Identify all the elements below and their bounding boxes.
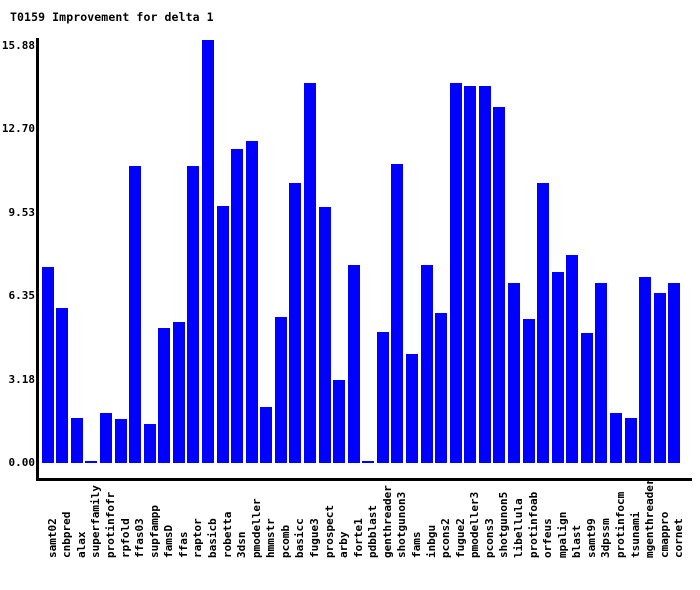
x-tick-label-hmmstr: hmmstr (264, 518, 278, 558)
y-tick-label-15.88: 15.88 (1, 39, 35, 52)
bar-rpfold (114, 419, 127, 463)
bar-fugue3 (304, 83, 316, 463)
bar-protinfocm (609, 413, 622, 463)
bar-raptor (187, 166, 200, 463)
x-tick-label-pcons3: pcons3 (482, 518, 496, 558)
x-tick-label-pmodeller3: pmodeller3 (468, 491, 482, 558)
x-tick-label-supfampp: supfampp (147, 505, 161, 558)
x-tick-label-protinfofr: protinfofr (104, 491, 117, 558)
x-tick-label-raptor: raptor (191, 518, 205, 558)
x-axis-line (36, 478, 692, 481)
bar-forte1 (347, 265, 360, 463)
chart-title: T0159 Improvement for delta 1 (10, 10, 214, 24)
x-tick-label-pdbblast: pdbblast (366, 505, 380, 558)
bar-3dsn (231, 149, 244, 463)
bar-cmappro (653, 293, 666, 463)
x-tick-label-ffas: ffas (176, 531, 190, 559)
x-tick-label-mpalign: mpalign (555, 511, 569, 558)
bar-pdbblast (362, 461, 375, 463)
bar-blast (566, 255, 579, 463)
x-tick-label-cmappro: cmappro (657, 511, 671, 558)
x-tick-label-fugue2: fugue2 (453, 518, 467, 558)
x-tick-label-basicb: basicb (206, 518, 219, 558)
x-tick-label-samt02: samt02 (45, 518, 59, 558)
bar-pmodeller3 (464, 86, 477, 463)
y-axis-line (36, 38, 39, 481)
y-tick-label-0.00: 0.00 (8, 456, 36, 469)
bar-hmmstr (260, 407, 273, 463)
x-tick-label-libellula: libellula (511, 498, 525, 558)
x-tick-label-protinfoab: protinfoab (526, 491, 540, 558)
bar-fams (405, 354, 418, 463)
x-tick-label-cnbpred: cnbpred (60, 511, 74, 558)
bar-supfampp (143, 424, 156, 463)
bar-inbgu (420, 265, 433, 463)
x-tick-label-basicc: basicc (293, 518, 307, 558)
bar-samt99 (580, 333, 593, 463)
x-tick-label-pcons2: pcons2 (439, 518, 453, 558)
x-tick-label-samt99: samt99 (584, 518, 598, 558)
bar-pcons3 (478, 86, 491, 463)
bar-ffas03 (129, 166, 142, 463)
y-tick-label-12.70: 12.70 (1, 122, 35, 136)
bar-alax (70, 418, 83, 463)
bar-libellula (507, 283, 520, 463)
bar-cornet (668, 283, 681, 463)
bar-shotgunon3 (391, 164, 404, 463)
bar-famsD (158, 328, 171, 463)
bar-genthreader (376, 332, 389, 463)
x-tick-label-forte1: forte1 (351, 518, 365, 558)
y-tick-label-3.18: 3.18 (8, 372, 36, 386)
bar-pcomb (274, 317, 287, 463)
x-tick-label-alax: alax (74, 531, 88, 559)
x-tick-label-3dsn: 3dsn (235, 531, 249, 559)
x-tick-label-pmodeller: pmodeller (249, 498, 263, 558)
x-tick-label-mgenthreader: mgenthreader (643, 478, 657, 558)
x-tick-label-fams: fams (409, 531, 423, 559)
bar-pmodeller (245, 141, 258, 463)
bar-samt02 (41, 267, 54, 463)
bar-basicb (202, 40, 214, 463)
bar-protinfoab (522, 319, 535, 463)
bar-pcons2 (435, 313, 448, 463)
y-tick-label-6.35: 6.35 (8, 289, 36, 303)
bar-ffas (172, 322, 185, 463)
x-tick-label-shotgunon3: shotgunon3 (395, 491, 409, 558)
bar-robetta (216, 206, 229, 463)
x-tick-label-blast: blast (570, 524, 584, 558)
x-tick-label-famsD: famsD (162, 524, 176, 558)
bar-cnbpred (56, 308, 69, 463)
bar-orfeus (537, 183, 550, 463)
x-tick-label-cornet: cornet (672, 518, 686, 558)
x-tick-label-tsunami: tsunami (628, 511, 642, 558)
x-tick-label-genthreader: genthreader (380, 485, 394, 558)
x-tick-label-3dpssm: 3dpssm (599, 518, 613, 558)
bar-prospect (318, 207, 331, 463)
bar-mpalign (551, 272, 564, 463)
bar-mgenthreader (639, 277, 652, 463)
x-tick-label-robetta: robetta (220, 511, 234, 558)
x-tick-label-rpfold: rpfold (118, 518, 132, 558)
x-tick-label-inbgu: inbgu (424, 524, 438, 558)
bar-tsunami (624, 418, 637, 463)
bar-fugue2 (449, 83, 462, 463)
x-tick-label-prospect: prospect (322, 505, 336, 558)
x-tick-label-superfamily: superfamily (89, 485, 103, 558)
x-tick-label-pcomb: pcomb (278, 524, 292, 558)
bar-3dpssm (595, 283, 608, 463)
y-tick-label-9.53: 9.53 (8, 205, 36, 219)
x-tick-label-ffas03: ffas03 (133, 518, 147, 558)
bar-protinfofr (100, 413, 112, 463)
x-tick-label-orfeus: orfeus (541, 518, 555, 558)
bar-superfamily (85, 461, 98, 463)
x-tick-label-arby: arby (337, 531, 351, 559)
x-tick-label-protinfocm: protinfocm (613, 491, 627, 558)
x-tick-label-shotgunon5: shotgunon5 (497, 491, 511, 558)
bar-shotgunon5 (493, 107, 506, 463)
bar-basicc (289, 183, 302, 463)
bar-arby (333, 380, 346, 463)
x-tick-label-fugue3: fugue3 (308, 518, 321, 558)
